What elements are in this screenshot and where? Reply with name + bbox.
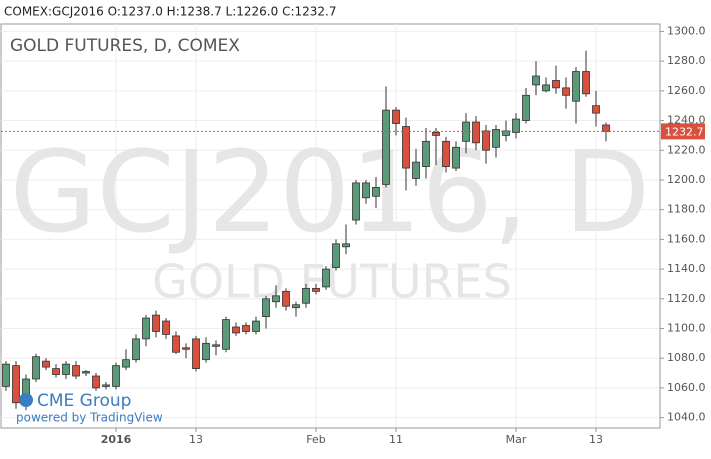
candle-body — [472, 121, 480, 144]
candle-body — [442, 140, 450, 167]
candle-body — [362, 182, 370, 199]
watermark-subtitle: GOLD FUTURES — [152, 255, 512, 309]
candle-body — [172, 335, 180, 353]
candle-body — [42, 360, 50, 368]
candle-body — [492, 129, 500, 148]
plot-area — [0, 23, 661, 429]
y-tick-label: 1200.0 — [667, 173, 706, 186]
candle-body — [522, 94, 530, 121]
candle-body — [62, 363, 70, 375]
y-tick-label: 1260.0 — [667, 84, 706, 97]
y-tick-label: 1080.0 — [667, 351, 706, 364]
candle-body — [542, 84, 550, 92]
candle-body — [182, 347, 190, 350]
y-tick-label: 1300.0 — [667, 24, 706, 37]
y-tick-label: 1240.0 — [667, 114, 706, 127]
candle-body — [282, 290, 290, 307]
last-price-label: 1232.7 — [665, 125, 704, 138]
candle-body — [512, 118, 520, 133]
candle-body — [192, 338, 200, 369]
candle-body — [102, 384, 110, 387]
candle-body — [312, 287, 320, 292]
candle-body — [152, 314, 160, 332]
candle-body — [162, 320, 170, 335]
candle-body — [482, 130, 490, 151]
y-tick-label: 1140.0 — [667, 262, 706, 275]
candle-body — [352, 182, 360, 221]
candle-body — [392, 109, 400, 124]
candle-body — [122, 359, 130, 368]
candle-body — [602, 124, 610, 132]
candle-body — [562, 87, 570, 96]
x-tick-label: Mar — [506, 433, 527, 446]
candle-body — [372, 186, 380, 197]
candle-body — [112, 365, 120, 387]
candle-body — [332, 243, 340, 268]
candle-body — [232, 326, 240, 334]
x-tick-label: 11 — [389, 433, 403, 446]
candle-body — [52, 368, 60, 375]
candle-body — [72, 365, 80, 377]
candle-body — [552, 80, 560, 89]
candle-body — [92, 375, 100, 389]
y-tick-label: 1100.0 — [667, 321, 706, 334]
candle-body — [582, 71, 590, 95]
candle-body — [532, 75, 540, 86]
y-tick-label: 1160.0 — [667, 232, 706, 245]
x-tick-label: Feb — [306, 433, 325, 446]
x-tick-label: 13 — [589, 433, 603, 446]
candle-body — [2, 363, 10, 387]
candle-body — [272, 295, 280, 303]
candle-body — [422, 140, 430, 167]
header: COMEX:GCJ2016 O:1237.0 H:1238.7 L:1226.0… — [4, 5, 336, 19]
candle-body — [412, 161, 420, 179]
x-tick-label: 13 — [189, 433, 203, 446]
last-price-box — [661, 123, 705, 140]
candle-body — [322, 268, 330, 288]
candle-body — [32, 356, 40, 380]
candle-body — [212, 344, 220, 347]
watermark: GCJ2016, D — [10, 128, 651, 258]
y-tick-label: 1060.0 — [667, 381, 706, 394]
candle-body — [592, 105, 600, 114]
brand-logo — [19, 393, 33, 407]
brand-note: powered by TradingView — [16, 411, 163, 425]
y-tick-label: 1040.0 — [667, 411, 706, 424]
candle-body — [82, 371, 90, 374]
marks — [1, 50, 660, 411]
brand: CME Group — [37, 391, 131, 411]
candle-body — [292, 304, 300, 309]
candle-body — [142, 317, 150, 340]
candle-body — [342, 243, 350, 248]
y-tick-label: 1180.0 — [667, 203, 706, 216]
candle-body — [302, 287, 310, 304]
y-tick-label: 1120.0 — [667, 292, 706, 305]
y-tick-label: 1280.0 — [667, 54, 706, 67]
candle-body — [452, 146, 460, 169]
candle-body — [382, 109, 390, 185]
candle-body — [222, 319, 230, 350]
candle-body — [572, 71, 580, 102]
candle-body — [132, 338, 140, 361]
candle-body — [432, 132, 440, 136]
x-tick-label: 2016 — [101, 433, 132, 446]
candle-body — [12, 365, 20, 404]
y-tick-label: 1220.0 — [667, 143, 706, 156]
candle-body — [252, 320, 260, 332]
chart-title: GOLD FUTURES, D, COMEX — [10, 36, 240, 56]
candle-body — [242, 325, 250, 332]
candle-body — [202, 342, 210, 361]
candle-body — [262, 298, 270, 318]
candle-body — [402, 126, 410, 169]
